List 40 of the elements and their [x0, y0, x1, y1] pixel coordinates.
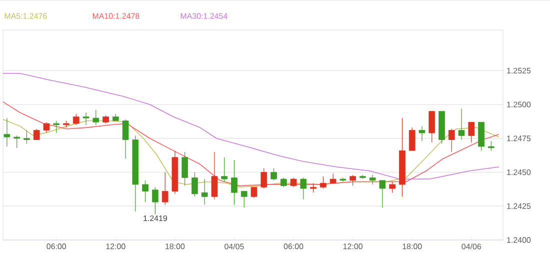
candlestick	[270, 168, 277, 181]
candlestick	[201, 178, 208, 206]
candlestick	[43, 122, 50, 134]
candlestick	[72, 114, 80, 126]
candlestick	[310, 182, 316, 193]
candlestick	[330, 173, 336, 184]
candlestick	[231, 160, 238, 206]
candlestick	[250, 186, 258, 198]
candlestick	[379, 180, 386, 208]
candlestick	[221, 157, 228, 182]
candlestick	[408, 127, 416, 151]
candlestick	[350, 174, 356, 186]
candlestick	[428, 110, 436, 143]
candlestick	[122, 119, 129, 160]
candlestick	[389, 181, 396, 193]
candlestick	[418, 126, 426, 142]
candlestick	[4, 118, 10, 147]
candlestick	[211, 152, 218, 200]
candlestick	[280, 177, 287, 188]
candlestick	[300, 177, 307, 200]
candlestick	[53, 120, 60, 134]
candlestick	[369, 174, 376, 185]
candlestick	[260, 168, 268, 189]
candlestick	[290, 177, 297, 188]
candlestick	[82, 112, 90, 126]
candlestick	[468, 122, 475, 143]
candlestick	[192, 172, 198, 197]
candlestick	[320, 176, 326, 189]
candlestick	[33, 128, 40, 140]
candlestick	[14, 135, 20, 148]
candlestick	[488, 140, 494, 151]
candlestick	[142, 180, 148, 202]
candlestick	[240, 190, 248, 208]
candlestick	[92, 110, 100, 126]
candlestick	[24, 130, 30, 144]
candlestick	[162, 172, 168, 206]
candlestick	[152, 186, 158, 215]
candlestick	[458, 108, 465, 140]
candlestick	[182, 152, 188, 186]
candlestick	[448, 128, 455, 152]
